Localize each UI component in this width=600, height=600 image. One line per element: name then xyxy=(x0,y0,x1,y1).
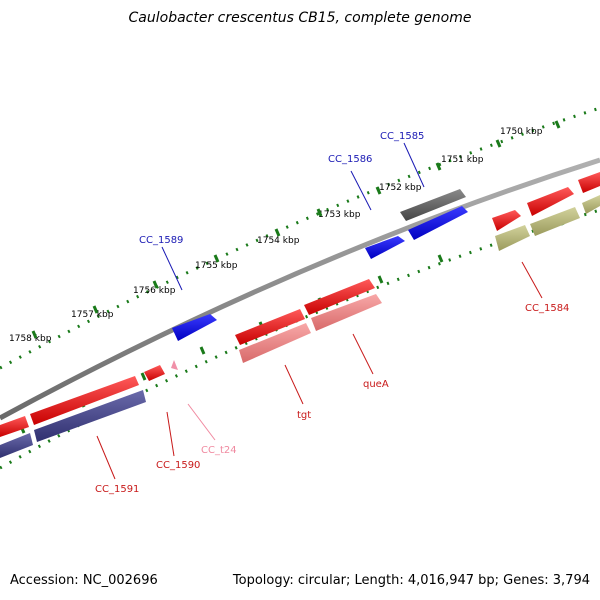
tick-label: 1754 kbp xyxy=(257,236,300,246)
gene-cc1586-b[interactable] xyxy=(408,206,468,240)
gene-cc1589[interactable] xyxy=(172,314,217,341)
accession-text: Accession: NC_002696 xyxy=(10,573,158,588)
gene-label-cc1585: CC_1585 xyxy=(380,131,424,142)
gene-olive-a[interactable] xyxy=(495,225,530,251)
gene-cc1590[interactable] xyxy=(144,365,165,381)
tick-label: 1751 kbp xyxy=(441,155,484,165)
gene-cc1591-a[interactable] xyxy=(30,376,139,425)
reverse-strand-features xyxy=(0,195,600,458)
inner-major-ticks xyxy=(19,217,565,434)
label-leader-lines xyxy=(96,142,543,480)
tick-label: 1756 kbp xyxy=(133,286,176,296)
gene-purple-a[interactable] xyxy=(34,390,146,442)
gene-olive-c[interactable] xyxy=(582,195,600,214)
tick-label: 1752 kbp xyxy=(379,183,422,193)
inner-tick-ring xyxy=(0,208,600,470)
gene-label-cc1586: CC_1586 xyxy=(328,154,372,165)
gene-label-cc1589: CC_1589 xyxy=(139,235,183,246)
genome-summary-text: Topology: circular; Length: 4,016,947 bp… xyxy=(232,573,590,588)
gene-right-red-1[interactable] xyxy=(492,210,521,231)
tick-label: 1758 kbp xyxy=(9,334,52,344)
gene-label-tgt: tgt xyxy=(297,410,311,421)
outer-major-ticks xyxy=(31,120,561,339)
gene-label-cc1590: CC_1590 xyxy=(156,460,200,471)
forward-strand-features xyxy=(172,172,600,341)
gene-cc1591-b[interactable] xyxy=(0,416,29,437)
gene-olive-b[interactable] xyxy=(530,207,580,236)
gene-cct24[interactable] xyxy=(171,360,178,370)
gene-quea[interactable] xyxy=(304,279,375,315)
tick-label: 1753 kbp xyxy=(318,210,361,220)
gene-purple-b[interactable] xyxy=(0,433,33,458)
tick-label: 1750 kbp xyxy=(500,127,543,137)
genome-backbone xyxy=(0,157,600,421)
gene-tgt[interactable] xyxy=(235,309,305,345)
tick-label: 1757 kbp xyxy=(71,310,114,320)
gene-quea-pink[interactable] xyxy=(311,294,382,331)
gene-label-quea: queA xyxy=(363,379,389,390)
gene-label-cc1591: CC_1591 xyxy=(95,484,139,495)
gene-label-cct24: CC_t24 xyxy=(201,445,237,456)
map-title: Caulobacter crescentus CB15, complete ge… xyxy=(128,10,472,26)
gene-tgt-pink[interactable] xyxy=(239,323,311,363)
gene-right-red-2[interactable] xyxy=(527,187,574,216)
gene-cc1585[interactable] xyxy=(400,189,466,221)
tick-label: 1755 kbp xyxy=(195,261,238,271)
gene-right-red-3[interactable] xyxy=(578,172,600,193)
gene-label-cc1584: CC_1584 xyxy=(525,303,569,314)
gene-cc1586-a[interactable] xyxy=(365,236,405,259)
